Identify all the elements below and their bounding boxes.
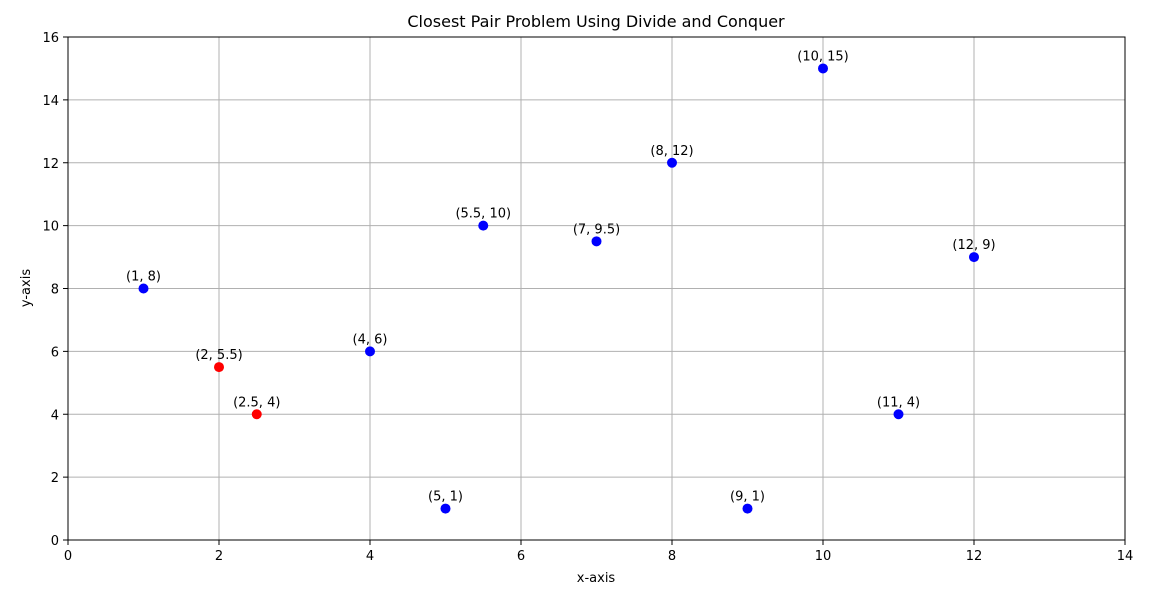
x-tick-label: 10	[815, 549, 832, 564]
point-label: (10, 15)	[797, 49, 849, 64]
x-tick-label: 12	[966, 549, 983, 564]
point-label: (1, 8)	[126, 270, 161, 285]
data-point	[478, 220, 489, 231]
closest-pair-point	[214, 362, 224, 373]
y-tick-label: 16	[42, 31, 59, 46]
point-label: (11, 4)	[877, 395, 920, 410]
chart-title: Closest Pair Problem Using Divide and Co…	[407, 12, 785, 31]
y-tick-label: 0	[51, 534, 59, 549]
y-tick-label: 14	[42, 94, 59, 109]
x-tick-label: 8	[668, 549, 676, 564]
x-axis-label: x-axis	[577, 571, 616, 586]
y-tick-label: 10	[42, 220, 59, 235]
data-point	[818, 63, 828, 74]
y-tick-label: 2	[51, 471, 59, 486]
point-label: (2.5, 4)	[233, 395, 280, 410]
grid-layer	[67, 36, 1126, 541]
x-tick-label: 4	[366, 549, 374, 564]
y-tick-label: 12	[42, 157, 59, 172]
data-point	[365, 346, 375, 357]
x-tick-label: 6	[517, 549, 525, 564]
labels-layer: (1, 8) (2, 5.5) (2.5, 4) (4, 6) (5, 1) (5.5, …	[126, 49, 996, 504]
point-label: (4, 6)	[353, 332, 388, 347]
point-label: (9, 1)	[730, 490, 765, 505]
y-tick-label: 8	[51, 283, 59, 298]
data-point	[138, 283, 149, 294]
point-label: (12, 9)	[952, 238, 995, 253]
point-label: (7, 9.5)	[573, 222, 620, 237]
y-tick-label: 6	[51, 345, 59, 360]
data-point	[742, 503, 753, 514]
x-tick-label: 2	[215, 549, 223, 564]
ticks-layer: 0 2 4 6 8 10 12 14 0 2 4 6 8 10 12 14 16	[42, 31, 1133, 564]
data-point	[969, 252, 979, 263]
x-tick-label: 0	[64, 549, 72, 564]
y-axis-label: y-axis	[19, 269, 34, 307]
point-label: (5, 1)	[428, 490, 463, 505]
data-point	[667, 157, 677, 168]
point-label: (8, 12)	[650, 144, 693, 159]
point-label: (5.5, 10)	[455, 207, 511, 222]
point-label: (2, 5.5)	[195, 348, 242, 363]
data-point	[893, 409, 904, 420]
data-point	[591, 236, 602, 247]
closest-pair-point	[251, 409, 262, 420]
y-tick-label: 4	[51, 408, 59, 423]
points-layer	[138, 63, 979, 514]
data-point	[440, 503, 451, 514]
x-tick-label: 14	[1117, 549, 1134, 564]
